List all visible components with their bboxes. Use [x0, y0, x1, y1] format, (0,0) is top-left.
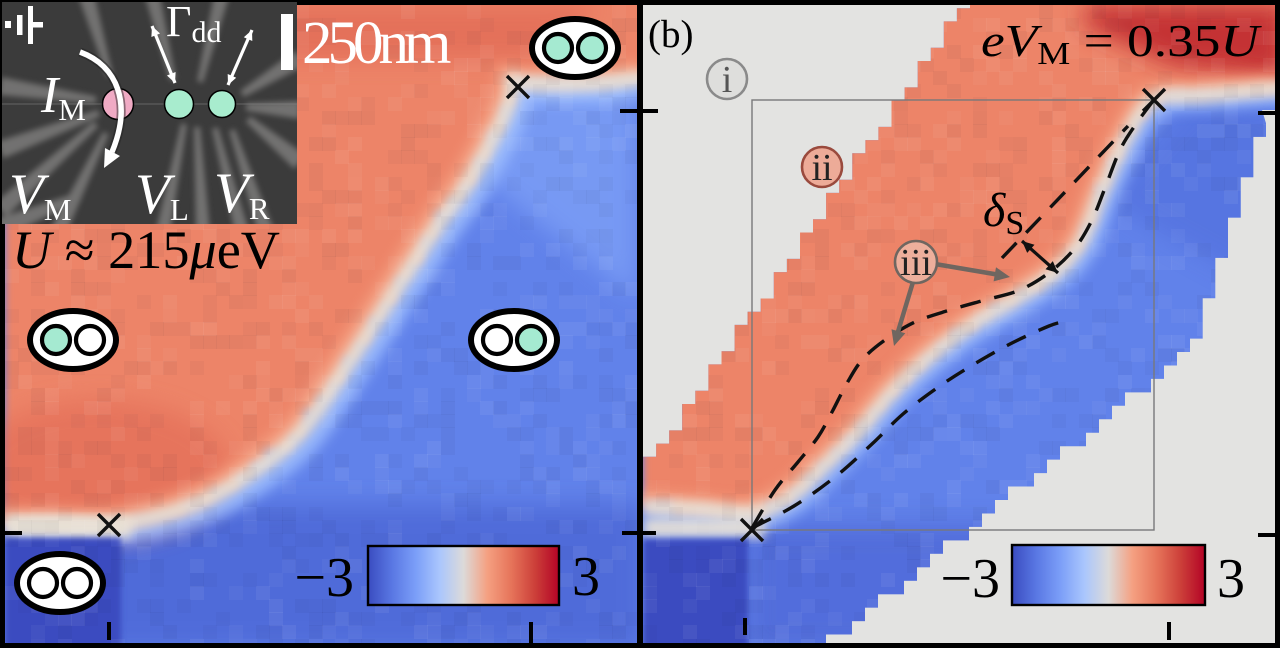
- svg-text:3: 3: [1217, 548, 1245, 610]
- svg-text:i: i: [722, 59, 733, 101]
- svg-text:ii: ii: [811, 147, 832, 189]
- svg-text:(b): (b): [648, 13, 693, 56]
- svg-text:3: 3: [572, 546, 600, 608]
- svg-text:iii: iii: [900, 242, 932, 284]
- svg-text:U ≈ 215μeV: U ≈ 215μeV: [12, 220, 280, 280]
- svg-text:250nm: 250nm: [302, 10, 451, 77]
- svg-text:−3: −3: [294, 547, 354, 609]
- svg-text:−3: −3: [940, 548, 1000, 610]
- svg-text:eVM = 0.35U: eV M = 0.35 U: [981, 15, 1262, 71]
